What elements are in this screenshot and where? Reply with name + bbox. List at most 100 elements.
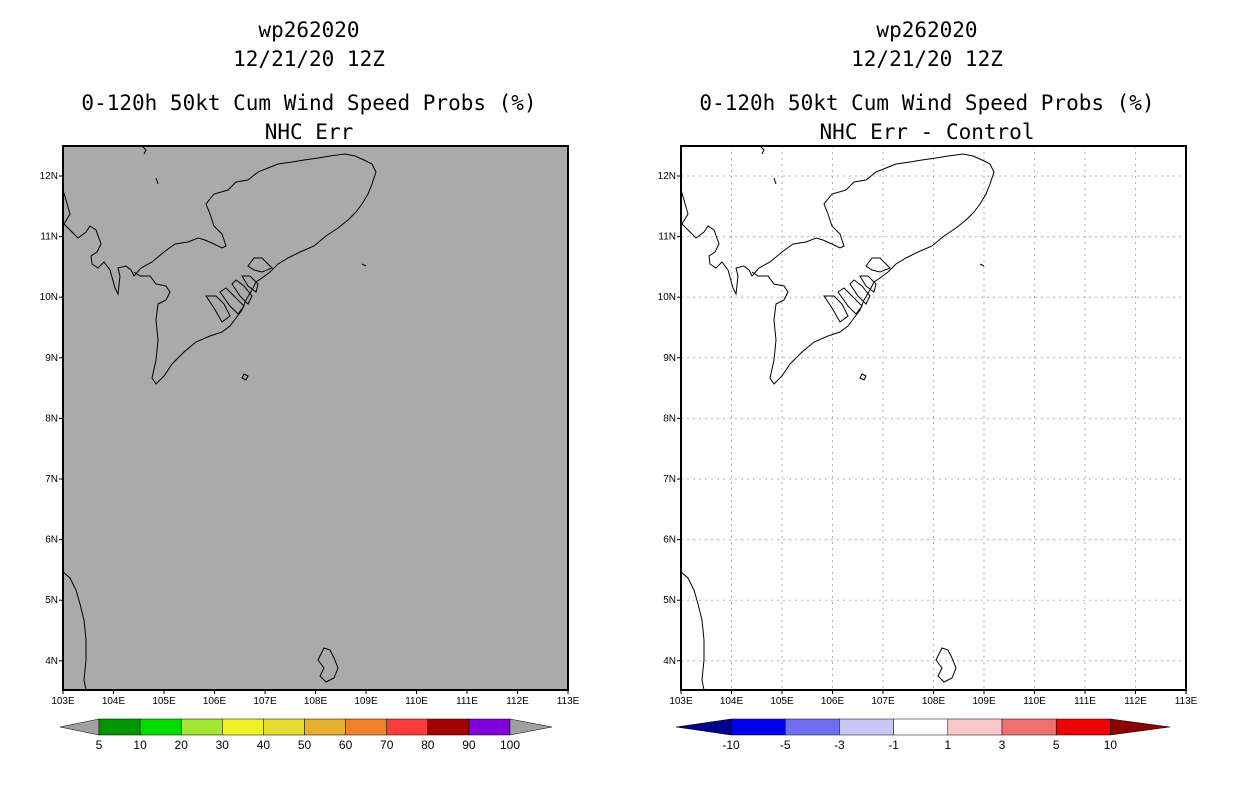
colorbar-swatch (1001, 718, 1057, 736)
lat-label: 7N (663, 474, 676, 485)
colorbar-swatch (304, 718, 346, 736)
lon-label: 105E (770, 696, 794, 707)
lon-label: 112E (506, 696, 529, 707)
forecast-datetime: 12/21/20 12Z (851, 47, 1003, 71)
colorbar-label: 1 (944, 738, 951, 752)
colorbar-extend-low (59, 718, 100, 736)
lat-label: 4N (45, 656, 58, 667)
colorbar-swatch (784, 718, 840, 736)
colorbar-swatch (1055, 718, 1111, 736)
colorbar-label: -5 (780, 738, 791, 752)
colorbar-label: 5 (96, 738, 103, 752)
lon-label: 108E (922, 696, 946, 707)
colorbar-extend-high (1110, 718, 1171, 736)
lon-label: 107E (871, 696, 895, 707)
lat-label: 11N (40, 232, 58, 243)
product-title: 0-120h 50kt Cum Wind Speed Probs (%) (699, 91, 1155, 115)
lon-label: 110E (405, 696, 428, 707)
colorbar-label: 80 (421, 738, 435, 752)
coastline-segment (361, 263, 367, 267)
coastline (62, 145, 377, 691)
lat-label: 12N (658, 171, 676, 182)
colorbar-swatch (139, 718, 182, 736)
colorbar-swatch (947, 718, 1003, 736)
coastline-segment (759, 145, 765, 155)
forecast-datetime: 12/21/20 12Z (233, 47, 385, 71)
coastline-segment (205, 295, 231, 323)
lat-label: 5N (663, 595, 676, 606)
coastline-segment (935, 647, 957, 683)
colorbar-extend-high (509, 718, 553, 736)
coastline-segment (823, 295, 849, 323)
coastline-segment (317, 647, 339, 683)
lat-label: 10N (658, 292, 676, 303)
lat-label: 8N (663, 413, 676, 424)
storm-id: wp262020 (258, 18, 360, 42)
lat-label: 6N (663, 535, 676, 546)
coastline-segment (247, 257, 273, 273)
colorbar-swatch (98, 718, 141, 736)
colorbar-label: -3 (834, 738, 845, 752)
lat-label: 10N (40, 292, 58, 303)
colorbar-swatch (427, 718, 470, 736)
coastline (680, 145, 995, 691)
colorbar-swatch (730, 718, 786, 736)
lat-label: 8N (45, 413, 58, 424)
lon-label: 104E (720, 696, 744, 707)
right-map-panel: wp262020 12/21/20 12Z 0-120h 50kt Cum Wi… (618, 0, 1236, 800)
coastline-segment (849, 279, 871, 305)
lon-label: 106E (821, 696, 845, 707)
coastline-segment (837, 287, 863, 315)
colorbar-label: 90 (462, 738, 476, 752)
lat-label: 5N (45, 595, 58, 606)
colorbar-label: 50 (298, 738, 312, 752)
colorbar-swatch (893, 718, 949, 736)
lon-label: 111E (456, 696, 478, 707)
colorbar-swatch (180, 718, 223, 736)
coastline-segment (62, 571, 87, 691)
colorbar-label: 30 (216, 738, 230, 752)
coastline-segment (231, 279, 253, 305)
colorbar-label: 70 (380, 738, 394, 752)
coastline-segment (865, 257, 891, 273)
colorbar-swatch (386, 718, 429, 736)
lon-label: 110E (1023, 696, 1046, 707)
lat-label: 9N (45, 353, 58, 364)
colorbar-label: 60 (339, 738, 353, 752)
coastline-segment (859, 275, 877, 293)
coastline-segment (773, 177, 777, 185)
lon-label: 104E (102, 696, 126, 707)
lon-label: 109E (354, 696, 378, 707)
lon-label: 109E (972, 696, 996, 707)
lat-label: 11N (658, 232, 676, 243)
map-background (63, 146, 568, 690)
lat-label: 4N (663, 656, 676, 667)
lon-label: 107E (253, 696, 277, 707)
coastline-segment (155, 177, 159, 185)
colorbar-swatch (839, 718, 894, 736)
colorbar-label: 3 (999, 738, 1006, 752)
coastline-segment (979, 263, 985, 267)
lon-label: 108E (304, 696, 328, 707)
colorbar: -10 -5 -3 -1 1 3 5 10 (675, 718, 1171, 752)
colorbar-label: 20 (175, 738, 189, 752)
colorbar-label: 5 (1053, 738, 1060, 752)
product-title: 0-120h 50kt Cum Wind Speed Probs (%) (81, 91, 537, 115)
colorbar-swatch (222, 718, 264, 736)
left-map-panel: wp262020 12/21/20 12Z 0-120h 50kt Cum Wi… (40, 18, 580, 752)
coastline-segment (680, 571, 705, 691)
colorbar-label: 100 (500, 738, 520, 752)
lat-label: 7N (45, 474, 58, 485)
storm-id: wp262020 (876, 18, 978, 42)
coastline-segment (859, 373, 867, 381)
coastline-segment (141, 145, 147, 155)
colorbar-label: -10 (722, 738, 740, 752)
lat-label: 12N (40, 171, 58, 182)
colorbar-label: 10 (1104, 738, 1118, 752)
lon-label: 111E (1074, 696, 1096, 707)
colorbar-label: 40 (257, 738, 271, 752)
lon-label: 113E (557, 696, 580, 707)
grid-lines (681, 146, 1186, 690)
